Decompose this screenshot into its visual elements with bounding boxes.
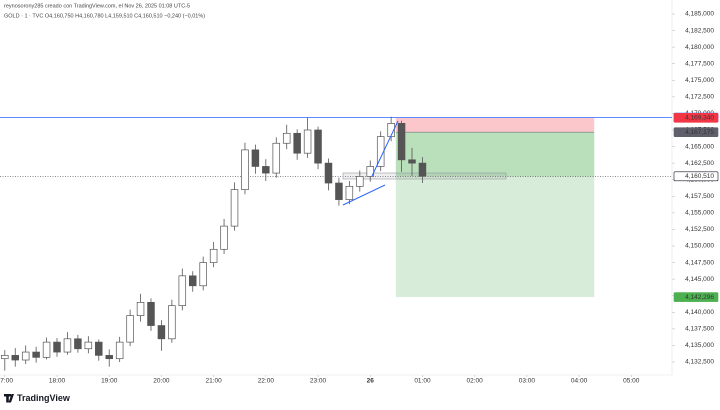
- candle-body: [53, 341, 61, 353]
- candle-body: [1, 355, 9, 360]
- candle-body: [42, 341, 51, 358]
- candle-body: [147, 301, 155, 326]
- candle-body: [199, 262, 207, 287]
- candle-body: [74, 338, 82, 350]
- price-tag: [673, 171, 719, 182]
- price-line-layer: [0, 117, 672, 177]
- footer-logo: TradingView: [4, 393, 71, 403]
- credit-text: reynosorony285 creado con TradingView.co…: [4, 3, 190, 9]
- y-tick-label: 4,172,500: [685, 94, 714, 101]
- y-tick-label: 4,180,000: [685, 44, 714, 51]
- candle-body: [230, 189, 239, 227]
- trend-line-drawing: [371, 120, 399, 177]
- x-tick-label: 04:00: [571, 378, 588, 385]
- y-tick-label: 4,147,500: [685, 259, 714, 266]
- y-tick-label: 4,140,000: [685, 309, 714, 316]
- x-tick-label: 19:00: [101, 378, 118, 385]
- candle-body: [105, 355, 113, 360]
- x-tick-label: 02:00: [467, 378, 484, 385]
- target-zone: [395, 132, 595, 298]
- candle-body: [209, 248, 218, 263]
- candle-body: [115, 341, 124, 360]
- y-tick-label: 4,137,500: [685, 326, 714, 333]
- candle-body: [136, 301, 145, 316]
- x-tick-label: 03:00: [519, 378, 536, 385]
- y-tick-label: 4,182,500: [685, 27, 714, 34]
- candle-body: [11, 355, 19, 361]
- position-layer: [395, 117, 595, 298]
- x-tick-label: 26: [367, 378, 375, 385]
- candle-body: [126, 315, 134, 343]
- y-tick-label: 4,135,000: [685, 342, 714, 349]
- candle-body: [324, 162, 333, 184]
- candle-body: [408, 159, 416, 164]
- y-tick-label: 4,145,000: [685, 276, 714, 283]
- y-tick-label: 4,157,500: [685, 193, 714, 200]
- candle-body: [303, 129, 312, 154]
- price-tag: [673, 112, 719, 123]
- y-tick-label: 4,165,000: [685, 143, 714, 150]
- target-progress: [395, 132, 595, 177]
- candle-body: [418, 162, 427, 177]
- candle-body: [168, 305, 176, 340]
- candle-body: [282, 132, 291, 144]
- price-tag: [673, 292, 719, 302]
- candle-body: [157, 325, 166, 340]
- candle-body: [241, 149, 249, 191]
- x-tick-label: 01:00: [414, 378, 431, 385]
- x-tick-label: 18:00: [49, 378, 66, 385]
- candle-body: [251, 149, 260, 167]
- candle-body: [335, 182, 343, 200]
- price-tag-label: 4,167,175: [685, 129, 714, 136]
- candle-body: [397, 123, 406, 161]
- trend-line-drawing: [342, 184, 386, 206]
- y-tick-label: 4,162,500: [685, 160, 714, 167]
- candle-body: [314, 129, 322, 164]
- candle-body: [63, 338, 72, 353]
- candle-layer: [1, 116, 427, 371]
- y-tick-label: 4,177,500: [685, 60, 714, 67]
- symbol-legend: GOLD · 1 · TVC O4,160,750 H4,160,780 L4,…: [4, 13, 205, 19]
- x-tick-label: 22:00: [258, 378, 275, 385]
- y-tick-label: 4,150,000: [685, 243, 714, 250]
- price-tag-label: 4,169,340: [685, 115, 714, 122]
- candle-body: [345, 185, 354, 200]
- y-tick-label: 4,152,500: [685, 226, 714, 233]
- candle-body: [178, 275, 187, 307]
- x-tick-label: 17:00: [0, 378, 13, 385]
- candle-body: [32, 351, 40, 358]
- candle-body: [356, 176, 364, 187]
- x-tick-label: 20:00: [153, 378, 170, 385]
- candle-body: [272, 142, 281, 174]
- x-tick-label: 05:00: [623, 378, 640, 385]
- y-tick-label: 4,185,000: [685, 11, 714, 18]
- axis-layer: 4,132,500 4,135,000 4,137,500 4,140,000 4,14…: [0, 11, 719, 385]
- candle-body: [293, 132, 301, 154]
- y-tick-label: 4,132,500: [685, 359, 714, 366]
- price-tag-label: 4,160,510: [685, 173, 714, 180]
- candle-body: [262, 166, 270, 174]
- y-tick-label: 4,155,000: [685, 210, 714, 217]
- x-tick-label: 21:00: [205, 378, 222, 385]
- brand-text: TradingView: [17, 393, 71, 403]
- candle-body: [21, 351, 30, 361]
- candle-body: [220, 225, 228, 250]
- price-tag: [673, 127, 719, 137]
- price-tag-label: 4,142,296: [685, 294, 714, 301]
- candle-body: [95, 341, 103, 356]
- logo-icon: [4, 394, 14, 403]
- stop-zone: [395, 117, 595, 133]
- y-tick-label: 4,175,000: [685, 77, 714, 84]
- candle-body: [84, 341, 93, 350]
- x-tick-label: 23:00: [310, 378, 327, 385]
- candle-body: [189, 275, 197, 287]
